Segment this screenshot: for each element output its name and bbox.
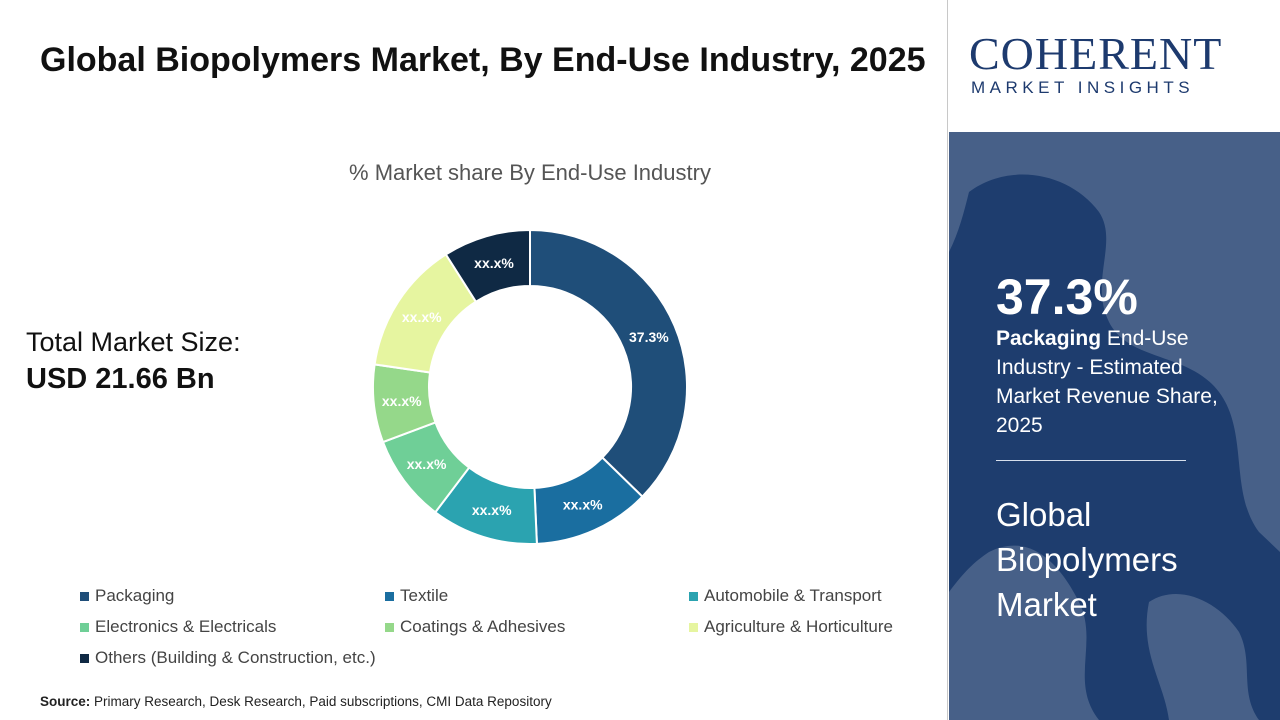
legend-swatch bbox=[385, 591, 394, 601]
legend-swatch bbox=[80, 622, 89, 632]
highlight-panel: 37.3% Packaging End-Use Industry - Estim… bbox=[949, 132, 1280, 720]
slice-data-label: xx.x% bbox=[474, 255, 514, 271]
legend-swatch bbox=[80, 591, 89, 601]
legend-item: Automobile & Transport bbox=[689, 586, 882, 606]
highlight-description-text: End-Use Industry - Estimated Market Reve… bbox=[996, 327, 1218, 437]
legend-swatch bbox=[689, 622, 698, 632]
market-name: Global Biopolymers Market bbox=[996, 496, 1178, 623]
divider bbox=[996, 460, 1186, 461]
source-label: Source: bbox=[40, 694, 91, 709]
slice-data-label: 37.3% bbox=[629, 329, 669, 345]
highlight-segment: Packaging bbox=[996, 327, 1102, 350]
legend-item: Electronics & Electricals bbox=[80, 617, 276, 637]
legend-item: Coatings & Adhesives bbox=[385, 617, 565, 637]
logo-tagline: MARKET INSIGHTS bbox=[971, 78, 1195, 97]
donut-slice bbox=[529, 228, 688, 499]
side-panel: COHERENT MARKET INSIGHTS 37.3% Packaging… bbox=[949, 0, 1280, 720]
slice-data-label: xx.x% bbox=[382, 393, 422, 409]
legend-item: Agriculture & Horticulture bbox=[689, 617, 893, 637]
highlight-value: 37.3% bbox=[996, 269, 1138, 325]
source-text: Primary Research, Desk Research, Paid su… bbox=[94, 694, 552, 709]
legend-label: Coatings & Adhesives bbox=[400, 617, 566, 636]
source-note: Source: Primary Research, Desk Research,… bbox=[40, 694, 552, 709]
logo: COHERENT MARKET INSIGHTS bbox=[949, 0, 1280, 132]
legend-label: Textile bbox=[400, 586, 449, 605]
legend-label: Agriculture & Horticulture bbox=[704, 617, 893, 636]
donut-slice bbox=[444, 228, 531, 304]
legend-swatch bbox=[80, 653, 89, 663]
slice-data-label: xx.x% bbox=[407, 456, 447, 472]
market-size-label: Total Market Size: bbox=[26, 327, 241, 357]
world-map-background bbox=[949, 132, 1280, 720]
market-size-block: Total Market Size: USD 21.66 Bn bbox=[26, 325, 241, 399]
logo-wordmark: COHERENT bbox=[969, 28, 1223, 79]
legend-item: Textile bbox=[385, 586, 448, 606]
legend-swatch bbox=[385, 622, 394, 632]
legend-label: Electronics & Electricals bbox=[95, 617, 277, 636]
page-title: Global Biopolymers Market, By End-Use In… bbox=[40, 41, 926, 79]
legend-label: Others (Building & Construction, etc.) bbox=[95, 648, 376, 667]
chart-subtitle: % Market share By End-Use Industry bbox=[349, 160, 711, 185]
slice-data-label: xx.x% bbox=[402, 309, 442, 325]
legend-label: Automobile & Transport bbox=[704, 586, 882, 605]
slice-data-label: xx.x% bbox=[563, 497, 603, 513]
legend-label: Packaging bbox=[95, 586, 175, 605]
slice-data-label: xx.x% bbox=[472, 502, 512, 518]
chart-panel: Global Biopolymers Market, By End-Use In… bbox=[26, 0, 948, 720]
highlight-description: Packaging End-Use Industry - Estimated M… bbox=[996, 324, 1246, 440]
donut-chart: 37.3% xx.x% xx.x% xx.x% xx.x% xx.x% xx.x% bbox=[372, 228, 688, 545]
legend-item: Packaging bbox=[80, 586, 174, 606]
market-size-value: USD 21.66 Bn bbox=[26, 363, 215, 395]
legend-item: Others (Building & Construction, etc.) bbox=[80, 648, 376, 668]
legend-swatch bbox=[689, 591, 698, 601]
